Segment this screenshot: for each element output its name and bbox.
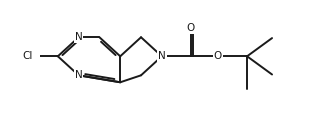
Text: Cl: Cl [23, 51, 33, 61]
Text: O: O [214, 51, 222, 61]
Text: N: N [75, 70, 82, 80]
Text: N: N [75, 32, 82, 42]
Text: O: O [187, 23, 195, 33]
Text: N: N [158, 51, 166, 61]
